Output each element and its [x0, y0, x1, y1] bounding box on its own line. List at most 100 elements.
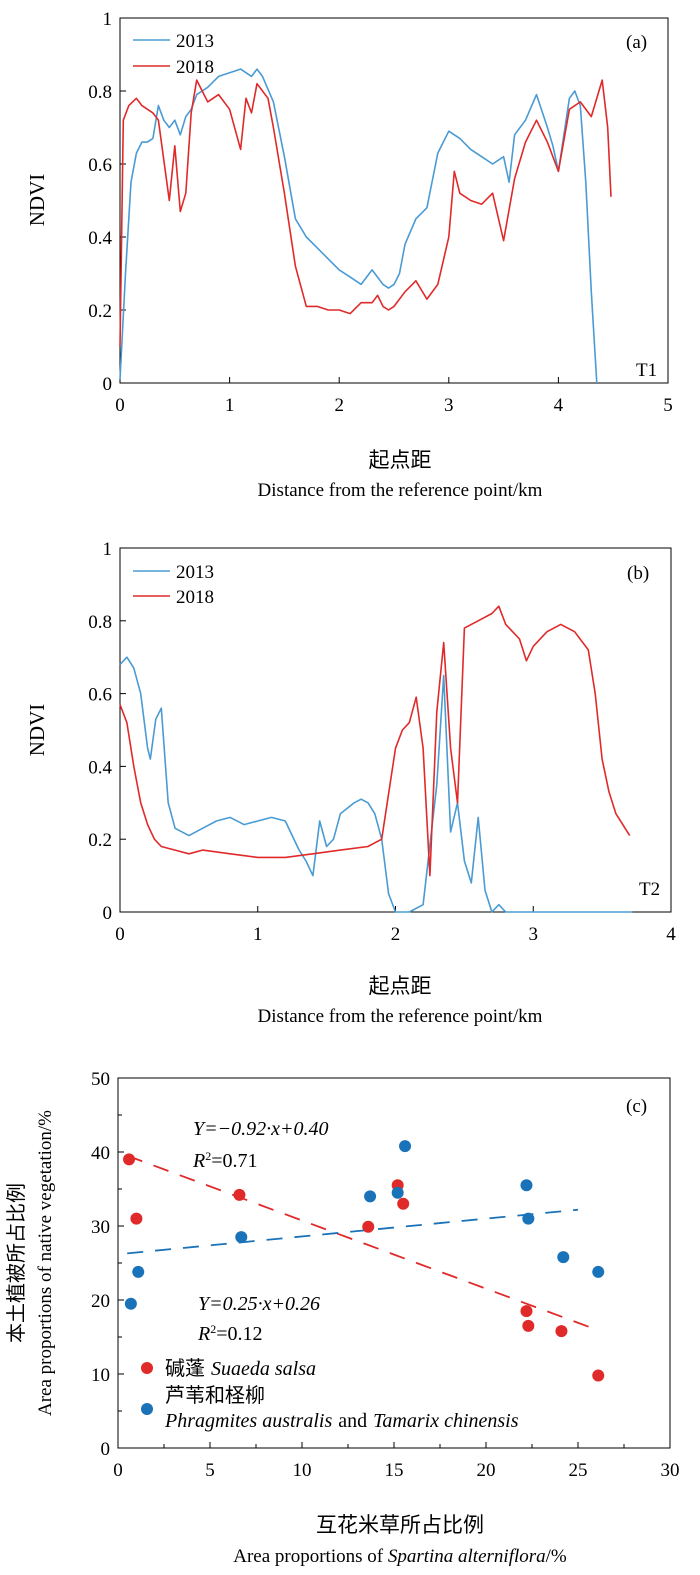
x-axis-label-cn-b: 起点距: [369, 974, 432, 998]
x-tick-label-c-2: 10: [293, 1460, 312, 1481]
y-tick-label-b-3: 0.6: [88, 685, 112, 706]
legend-marker-phragmites: [141, 1403, 153, 1415]
legend-phragmites-latin-1: Phragmites australis: [164, 1410, 332, 1432]
x-axis-label-en-a: Distance from the reference point/km: [258, 480, 543, 501]
x-tick-label-c-0: 0: [113, 1460, 123, 1481]
r-squared-red-symbol: R: [192, 1150, 205, 1172]
point-suaeda: [520, 1305, 533, 1318]
panel-a: 0 1 2 3 4 5 0 0.2 0.4 0.6 0.8 1 2013 2018 (a) T1 ND…: [25, 9, 673, 501]
point-phragmites: [235, 1231, 248, 1244]
legend-phragmites-and: and: [338, 1410, 367, 1432]
y-tick-label-b-0: 0: [103, 903, 113, 924]
y-tick-label-b-5: 1: [103, 539, 113, 560]
y-tick-label-c-3: 30: [91, 1217, 110, 1238]
equation-red: Y=−0.92·x+0.40: [193, 1118, 329, 1140]
x-tick-label-a-2: 2: [334, 395, 344, 416]
transect-label-a: T1: [636, 360, 657, 381]
point-phragmites: [132, 1265, 145, 1278]
y-tick-label-a-0: 0: [103, 374, 113, 395]
r-squared-red-exponent: 2: [205, 1149, 211, 1163]
y-tick-label-c-4: 40: [91, 1143, 110, 1164]
y-tick-label-a-2: 0.4: [88, 228, 112, 249]
y-tick-label-b-2: 0.4: [88, 757, 112, 778]
legend-label-2018-a: 2018: [176, 57, 214, 78]
trend-lines-c: [126, 1154, 597, 1331]
ticks-b: 0 1 2 3 4 0 0.2 0.4 0.6 0.8 1: [88, 539, 676, 945]
points-c: [123, 1140, 605, 1382]
r-squared-blue-value: =0.12: [216, 1323, 262, 1345]
y-axis-label-en-c: Area proportions of native vegetation/%: [35, 1110, 56, 1416]
legend-label-phragmites-latin: Phragmites australis and Tamarix chinensis: [164, 1410, 519, 1432]
x-tick-label-c-1: 5: [205, 1460, 215, 1481]
x-tick-label-b-4: 4: [666, 924, 676, 945]
series-line-b-2018: [119, 605, 631, 877]
legend-label-2013-a: 2013: [176, 31, 214, 52]
legend-label-2013-b: 2013: [176, 562, 214, 583]
point-suaeda: [397, 1197, 410, 1210]
y-axis-label-cn-c: 本土植被所占比例: [5, 1183, 28, 1343]
transect-label-b: T2: [639, 879, 660, 900]
x-axis-label-en-c-suffix: /%: [546, 1546, 567, 1567]
legend-label-phragmites-cn: 芦苇和柽柳: [165, 1384, 265, 1407]
x-tick-label-b-1: 1: [253, 924, 263, 945]
legend-suaeda-cn: 碱蓬: [165, 1357, 205, 1380]
x-tick-label-c-3: 15: [385, 1460, 404, 1481]
ticks-c: 0 5 10 15 20 25 30 0 10 20 30 40 50: [91, 1069, 680, 1481]
panel-c: 0 5 10 15 20 25 30 0 10 20 30 40 50 (c) Y=−0.92·x+0.…: [5, 1069, 680, 1567]
y-tick-label-c-5: 50: [91, 1069, 110, 1090]
x-axis-label-cn-c: 互花米草所占比例: [316, 1513, 484, 1537]
y-tick-label-c-0: 0: [101, 1439, 111, 1460]
point-suaeda: [123, 1153, 136, 1166]
y-axis-label-a: NDVI: [25, 174, 49, 227]
series-line-b-2013: [119, 656, 633, 913]
y-tick-label-c-2: 20: [91, 1291, 110, 1312]
lines-a: [119, 68, 612, 384]
equation-blue: Y=0.25·x+0.26: [198, 1293, 320, 1315]
y-tick-label-a-3: 0.6: [88, 155, 112, 176]
x-tick-label-a-1: 1: [225, 395, 235, 416]
x-tick-label-c-6: 30: [661, 1460, 680, 1481]
x-tick-label-a-0: 0: [115, 395, 125, 416]
x-tick-label-a-5: 5: [663, 395, 673, 416]
series-line-a-2018: [119, 79, 612, 347]
y-axis-label-b: NDVI: [25, 704, 49, 757]
series-line-a-2013: [119, 68, 598, 384]
point-phragmites: [124, 1297, 137, 1310]
legend-suaeda-latin: Suaeda salsa: [211, 1358, 316, 1380]
x-tick-label-a-4: 4: [554, 395, 564, 416]
r-squared-blue: R2=0.12: [197, 1322, 263, 1345]
y-tick-label-a-5: 1: [103, 9, 113, 30]
x-axis-label-en-c: Area proportions of Spartina alterniflor…: [233, 1546, 567, 1567]
legend-phragmites-latin-2: Tamarix chinensis: [373, 1410, 519, 1432]
point-suaeda: [130, 1212, 143, 1225]
legend-label-suaeda: 碱蓬 Suaeda salsa: [165, 1357, 316, 1380]
y-tick-label-b-4: 0.8: [88, 612, 112, 633]
point-phragmites: [364, 1190, 377, 1203]
panel-label-c: (c): [626, 1096, 647, 1117]
panel-label-b: (b): [627, 563, 649, 584]
lines-b: [119, 605, 633, 913]
point-phragmites: [399, 1140, 412, 1153]
x-tick-label-c-5: 25: [569, 1460, 588, 1481]
point-phragmites: [391, 1186, 404, 1199]
point-suaeda: [592, 1369, 605, 1382]
point-phragmites: [520, 1179, 533, 1192]
y-tick-label-a-4: 0.8: [88, 82, 112, 103]
x-tick-label-c-4: 20: [477, 1460, 496, 1481]
point-suaeda: [555, 1325, 568, 1338]
panel-b: 0 1 2 3 4 0 0.2 0.4 0.6 0.8 1 2013 2018 (b) T2 NDV…: [25, 539, 676, 1027]
x-tick-label-b-2: 2: [391, 924, 401, 945]
y-tick-label-b-1: 0.2: [88, 830, 112, 851]
plot-frame-a: [119, 17, 669, 384]
y-tick-label-c-1: 10: [91, 1365, 110, 1386]
point-phragmites: [592, 1265, 605, 1278]
legend-marker-suaeda: [141, 1362, 153, 1374]
x-axis-label-cn-a: 起点距: [369, 448, 432, 472]
r-squared-blue-exponent: 2: [210, 1322, 216, 1336]
x-tick-label-b-3: 3: [529, 924, 539, 945]
point-suaeda: [362, 1220, 375, 1233]
trend-line-phragmites: [127, 1208, 579, 1255]
ticks-a: 0 1 2 3 4 5 0 0.2 0.4 0.6 0.8 1: [88, 9, 673, 416]
r-squared-red-value: =0.71: [211, 1150, 257, 1172]
